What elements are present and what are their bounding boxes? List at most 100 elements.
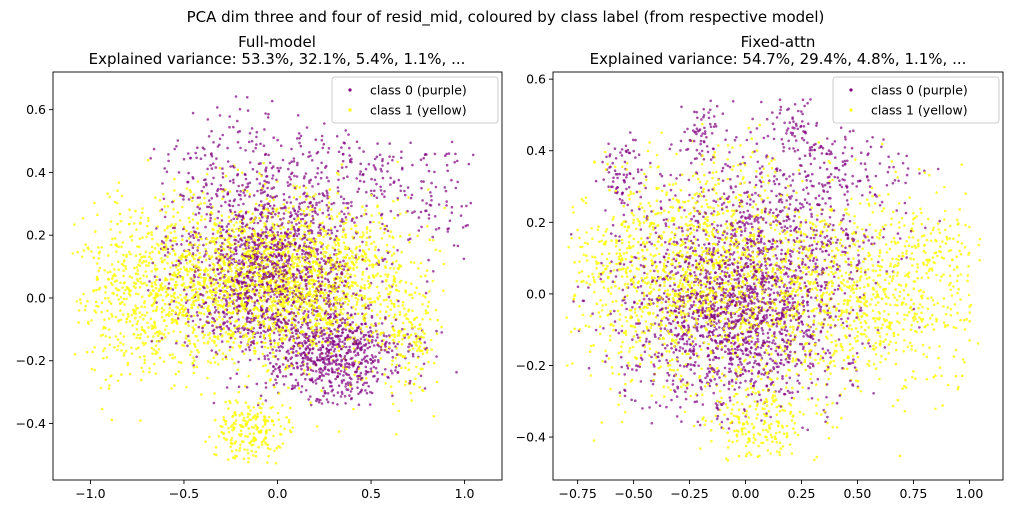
- class-0-point: [377, 263, 381, 267]
- class-1-point: [424, 274, 427, 278]
- class-0-point: [319, 231, 322, 235]
- class-1-point: [246, 420, 249, 424]
- class-1-point: [305, 307, 309, 311]
- class-1-point: [112, 292, 115, 295]
- class-0-point: [161, 182, 164, 185]
- class-1-point: [283, 324, 287, 328]
- class-0-point: [307, 339, 310, 342]
- class-0-point: [228, 345, 232, 349]
- class-0-point: [297, 132, 301, 135]
- class-1-point: [264, 238, 267, 241]
- class-0-point: [163, 254, 167, 257]
- class-1-point: [287, 250, 290, 253]
- class-0-point: [365, 204, 368, 208]
- class-1-point: [334, 265, 338, 269]
- class-1-point: [93, 346, 96, 349]
- class-1-point: [354, 296, 358, 300]
- class-1-point: [141, 370, 145, 373]
- class-1-point: [288, 276, 291, 280]
- class-1-point: [118, 231, 122, 234]
- class-1-point: [109, 302, 113, 305]
- class-1-point: [86, 299, 89, 303]
- class-0-point: [280, 258, 283, 262]
- class-1-point: [121, 241, 125, 244]
- class-1-point: [361, 278, 364, 281]
- class-0-point: [215, 257, 218, 260]
- class-1-point: [379, 357, 383, 360]
- class-0-point: [336, 391, 340, 394]
- class-0-point: [320, 257, 323, 261]
- class-0-point: [203, 273, 206, 276]
- class-0-point: [315, 294, 318, 298]
- class-0-point: [196, 146, 199, 149]
- class-1-point: [199, 218, 203, 222]
- class-0-point: [348, 345, 352, 349]
- class-1-point: [185, 187, 189, 190]
- class-1-point: [424, 295, 427, 299]
- class-1-point: [227, 426, 230, 430]
- class-1-point: [234, 259, 238, 263]
- class-0-point: [329, 266, 333, 270]
- class-0-point: [300, 248, 304, 252]
- class-1-point: [314, 289, 318, 292]
- class-1-point: [104, 297, 107, 300]
- class-1-point: [115, 293, 119, 297]
- class-0-point: [210, 182, 214, 186]
- class-0-point: [364, 322, 367, 326]
- class-0-point: [193, 275, 197, 279]
- class-1-point: [254, 450, 257, 454]
- class-0-point: [332, 201, 336, 205]
- class-1-point: [320, 389, 323, 393]
- class-0-point: [295, 276, 298, 279]
- class-1-point: [337, 238, 341, 242]
- class-0-point: [399, 189, 403, 193]
- class-0-point: [326, 392, 330, 395]
- class-1-point: [388, 234, 391, 238]
- class-1-point: [190, 306, 194, 310]
- class-1-point: [390, 254, 394, 257]
- class-0-point: [259, 213, 263, 217]
- class-1-point: [197, 266, 201, 269]
- class-1-point: [418, 323, 422, 326]
- class-1-point: [384, 279, 388, 283]
- class-1-point: [141, 313, 144, 317]
- class-0-point: [327, 213, 331, 217]
- class-0-point: [284, 264, 288, 268]
- class-0-point: [396, 371, 400, 374]
- class-0-point: [342, 259, 345, 263]
- class-1-point: [113, 268, 116, 271]
- class-0-point: [388, 142, 392, 145]
- class-1-point: [312, 342, 315, 345]
- class-1-point: [296, 297, 300, 301]
- class-1-point: [370, 323, 373, 326]
- class-0-point: [280, 254, 283, 258]
- class-0-point: [262, 144, 266, 148]
- class-0-point: [261, 231, 265, 234]
- class-0-point: [328, 217, 332, 220]
- class-1-point: [287, 206, 291, 210]
- class-1-point: [222, 436, 226, 440]
- class-1-point: [231, 414, 235, 418]
- class-0-point: [401, 166, 404, 170]
- class-0-point: [295, 362, 299, 365]
- class-1-point: [288, 293, 292, 296]
- class-1-point: [119, 309, 122, 313]
- class-1-point: [227, 458, 230, 461]
- class-0-point: [445, 163, 449, 167]
- class-0-point: [224, 200, 227, 204]
- class-1-point: [260, 204, 263, 207]
- class-0-point: [311, 380, 315, 384]
- class-0-point: [274, 355, 277, 358]
- class-0-point: [259, 335, 262, 339]
- class-1-point: [212, 270, 216, 274]
- class-0-point: [346, 381, 350, 384]
- class-1-point: [265, 197, 269, 201]
- class-0-point: [325, 347, 329, 351]
- class-1-point: [363, 252, 367, 256]
- class-0-point: [248, 309, 252, 312]
- class-0-point: [363, 349, 367, 352]
- class-0-point: [322, 394, 325, 398]
- class-1-point: [387, 314, 391, 318]
- class-1-point: [271, 355, 275, 358]
- class-1-point: [301, 288, 305, 291]
